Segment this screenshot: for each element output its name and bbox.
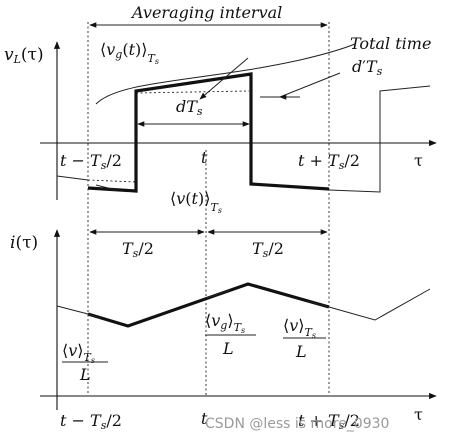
slope-right-numerator: ⟨v⟩Ts [283,316,316,340]
tick-left-bottom: t − Ts/2 [60,411,122,432]
total-time-label: Total time [350,34,431,53]
voltage-waveform-outside-right [328,85,431,193]
tick-right-bottom: t + Ts/2 [298,411,360,432]
vg-leader [95,43,356,105]
current-waveform-outside-left [56,305,89,315]
voltage-plot: vL(τ) Averaging interval ⟨vg(t)⟩Ts Total… [4,3,437,396]
half-right-label: Ts/2 [252,239,284,260]
current-y-label: i(τ) [10,233,38,253]
half-left-label: Ts/2 [122,239,154,260]
slope-left-line [87,313,101,319]
slope-mid-denominator: L [222,339,234,358]
slope-mid-line [205,289,231,299]
slope-left-denominator: L [79,365,91,384]
dprime-ts-label: d′Ts [352,57,383,78]
v-average-label: ⟨v(t)⟩Ts [170,189,222,215]
dts-label: dTs [176,97,203,118]
slope-right-denominator: L [295,342,307,361]
dprime-pointer-left [199,57,249,100]
tick-left-top: t − Ts/2 [60,151,122,172]
dprime-pointer-right [260,72,341,98]
voltage-waveform-interval [87,72,330,193]
tick-mid-bottom: t [201,409,208,428]
current-x-label: τ [414,405,423,424]
v-leader [95,184,117,191]
vg-average-label: ⟨vg(t)⟩Ts [100,40,159,66]
v-average-line [87,179,137,183]
averaging-interval-label: Averaging interval [130,3,282,22]
voltage-waveform-outside-left [56,175,89,181]
tick-mid-top: t [201,148,208,167]
current-waveform-outside-right [328,288,431,321]
tick-right-top: t + Ts/2 [298,151,360,172]
slope-mid-numerator: ⟨vg⟩Ts [205,311,245,335]
slope-left-numerator: ⟨v⟩Ts [62,341,95,365]
current-waveform-interval [87,282,330,328]
voltage-x-label: τ [414,151,423,170]
slope-right-line [306,300,330,308]
vg-average-line [135,90,250,94]
current-plot: i(τ) Ts/2 Ts/2 ⟨v⟩Ts L ⟨vg⟩Ts L ⟨v⟩Ts L … [10,229,437,432]
watermark-text: CSDN @less is more_0930 [205,416,389,432]
voltage-y-label: vL(τ) [4,45,44,66]
